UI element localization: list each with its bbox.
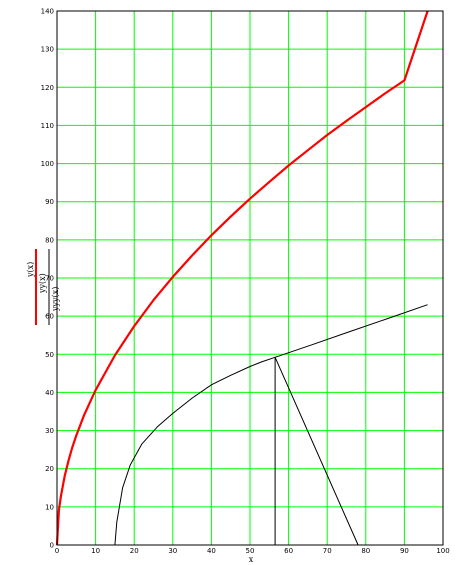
plot-border [56, 10, 444, 546]
y-tick-label: 30 [45, 427, 54, 435]
y-tick-label: 70 [45, 275, 54, 283]
series-line-3 [274, 356, 359, 546]
y-tick-label: 60 [45, 313, 54, 321]
y-tick-labels: 0 10 20 30 40 50 60 70 80 90 100 110 120 130 140 [41, 8, 54, 550]
y-tick-label: 10 [45, 503, 54, 511]
y-tick-label: 80 [45, 236, 54, 244]
y-tick-label: 20 [45, 465, 54, 473]
y-tick-label: 50 [45, 351, 54, 359]
y-tick-label: 40 [45, 389, 54, 397]
y-tick-label: 130 [41, 46, 54, 54]
y-tick-label: 0 [50, 542, 54, 550]
x-tick-label: 20 [130, 547, 139, 555]
x-tick-labels: 0 10 20 30 40 50 60 70 80 90 100 [55, 547, 450, 555]
series-line-2 [114, 304, 428, 546]
y-tick-label: 140 [41, 8, 54, 16]
y-tick-label: 110 [41, 122, 54, 130]
series-layer [55, 10, 429, 546]
series-line-1 [55, 10, 429, 546]
x-tick-label: 40 [207, 547, 216, 555]
x-tick-label: 50 [246, 547, 255, 555]
y-tick-label: 90 [45, 198, 54, 206]
x-tick-label: 30 [168, 547, 177, 555]
x-tick-label: 70 [323, 547, 332, 555]
x-tick-label: 60 [284, 547, 293, 555]
x-axis-label: x [249, 555, 254, 564]
x-tick-label: 100 [436, 547, 449, 555]
y-tick-label: 120 [41, 84, 54, 92]
x-tick-label: 10 [91, 547, 100, 555]
plot-frame [56, 10, 444, 546]
y-tick-label: 100 [41, 160, 54, 168]
x-tick-label: 90 [400, 547, 409, 555]
legend-label-yy: yy(x) [38, 273, 47, 294]
legend: y(x) yy(x) yyy(x) [26, 249, 60, 325]
grid [56, 10, 444, 546]
legend-label-yyy: yyy(x) [51, 287, 60, 312]
x-tick-label: 80 [361, 547, 370, 555]
x-tick-label: 0 [55, 547, 59, 555]
legend-label-y: y(x) [26, 262, 35, 278]
